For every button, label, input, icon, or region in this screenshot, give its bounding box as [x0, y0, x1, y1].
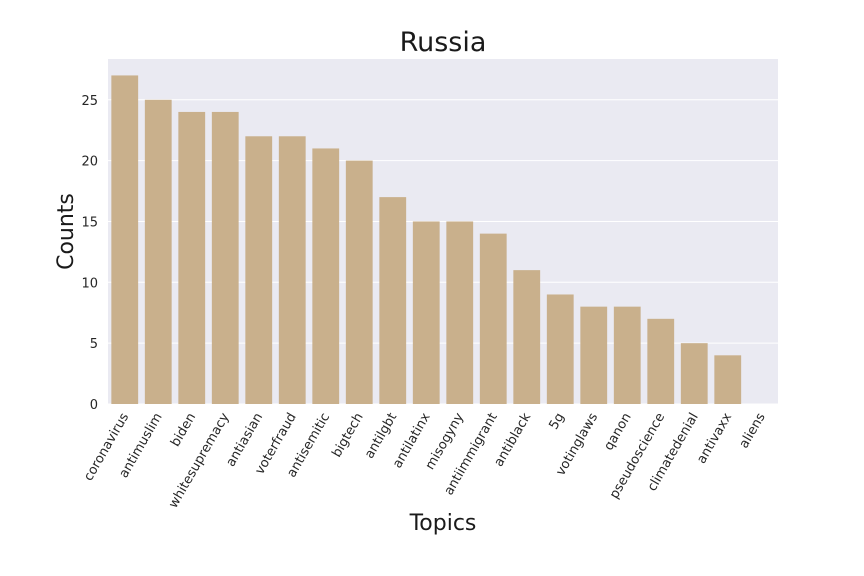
bar-antisemitic: [312, 148, 340, 404]
y-tick-label: 25: [81, 94, 98, 109]
x-tick-label: whitesupremacy: [166, 410, 233, 511]
x-tick-label: qanon: [601, 411, 634, 454]
bar-antiasian: [245, 136, 273, 404]
chart-title: Russia: [400, 27, 487, 58]
bar-antiblack: [513, 270, 541, 404]
bar-antivaxx: [714, 355, 742, 404]
bar-climatedenial: [680, 343, 708, 404]
bar-antilatinx: [412, 221, 440, 404]
x-axis-title: Topics: [409, 511, 477, 536]
bars: [111, 75, 742, 404]
bar-qanon: [613, 306, 641, 404]
bar-antilgbt: [379, 197, 407, 404]
y-tick-label: 0: [90, 398, 98, 413]
x-tick-label: aliens: [737, 410, 769, 451]
bar-bigtech: [345, 160, 373, 404]
bar-whitesupremacy: [211, 111, 239, 404]
x-tick-label: antilgbt: [362, 411, 400, 462]
y-tick-labels: 0 5 10 15 20 25: [81, 94, 98, 413]
y-axis-title: Counts: [54, 193, 79, 270]
bar-antiimmigrant: [479, 233, 507, 404]
x-tick-label: 5g: [546, 411, 567, 433]
y-tick-label: 5: [90, 337, 98, 352]
y-tick-label: 10: [81, 276, 98, 291]
y-tick-label: 20: [81, 155, 98, 170]
bar-voterfraud: [278, 136, 306, 404]
bar-coronavirus: [111, 75, 139, 404]
bar-votinglaws: [580, 306, 608, 404]
bar-biden: [178, 111, 206, 404]
bar-antimuslim: [144, 99, 172, 404]
plot-area: [108, 59, 778, 404]
bar-pseudoscience: [647, 318, 675, 404]
y-tick-label: 15: [81, 215, 98, 230]
bar-5g: [546, 294, 574, 404]
x-tick-label: bigtech: [329, 411, 366, 461]
bar-misogyny: [446, 221, 474, 404]
x-tick-label: biden: [168, 411, 199, 450]
